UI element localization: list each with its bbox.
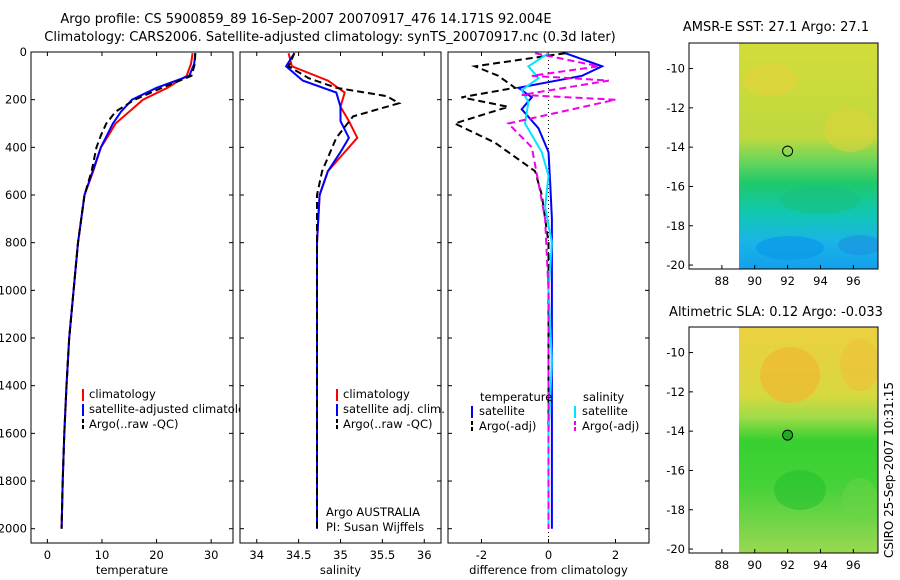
amsre-map-xtick-label: 94 (813, 274, 828, 288)
amsre-map-xtick-label: 90 (747, 274, 762, 288)
salinity-xtick-label: 36 (417, 548, 432, 562)
salinity-annotation: PI: Susan Wijffels (326, 520, 424, 534)
altimetric-map-ytick-label: -16 (666, 463, 685, 477)
temperature-ytick-label: 800 (5, 236, 27, 250)
difference-xtick-label: 2 (612, 548, 619, 562)
salinity-legend-label: Argo(..raw -QC) (343, 417, 433, 431)
altimetric-map-xtick-label: 94 (813, 558, 828, 572)
altimetric-map-ytick-label: -12 (666, 385, 685, 399)
amsre-argo-location-marker (782, 145, 794, 157)
amsre-map-ytick-label: -18 (666, 219, 685, 233)
difference-series-salinity-satellite (520, 52, 553, 529)
temperature-xtick-label: 30 (204, 548, 219, 562)
salinity-series-satellite-adj-clim (284, 52, 351, 529)
amsre-map-ytick-label: -20 (666, 258, 685, 272)
amsre-map-title: AMSR-E SST: 27.1 Argo: 27.1 (683, 20, 869, 35)
amsre-map-ytick-label: -12 (666, 101, 685, 115)
amsre-map-ytick-label: -16 (666, 179, 685, 193)
difference-legend-label: Argo(-adj) (582, 419, 639, 433)
temperature-ytick-label: 1000 (0, 283, 27, 297)
amsre-map-ytick-label: -14 (666, 140, 685, 154)
salinity-legend-label: climatology (343, 387, 410, 401)
salinity-xtick-label: 34.5 (286, 548, 312, 562)
temperature-legend-label: Argo(..raw -QC) (89, 417, 179, 431)
altimetric-argo-location-marker (782, 429, 794, 441)
salinity-legend-label: satellite adj. clim. (343, 402, 445, 416)
temperature-ytick-label: 1200 (0, 331, 27, 345)
temperature-ytick-label: 400 (5, 140, 27, 154)
temperature-ytick-label: 0 (20, 45, 27, 59)
difference-series-temperature-satellite (515, 52, 605, 529)
temperature-ytick-label: 200 (5, 93, 27, 107)
figure-title-line2: Climatology: CARS2006. Satellite-adjuste… (44, 30, 616, 45)
difference-xlabel: difference from climatology (469, 563, 628, 577)
temperature-legend-label: climatology (89, 387, 156, 401)
salinity-xtick-label: 34 (249, 548, 264, 562)
amsre-map-panel: AMSR-E SST: 27.1 Argo: 27.1 88 90 92 94 96 -1… (666, 20, 879, 288)
salinity-axes-frame (239, 51, 442, 544)
amsre-map-xtick-label: 96 (846, 274, 861, 288)
difference-legend-label: satellite (582, 404, 628, 418)
temperature-series-argo-raw-qc (60, 53, 197, 529)
amsre-map-frame (688, 42, 879, 270)
altimetric-map-title: Altimetric SLA: 0.12 Argo: -0.033 (669, 305, 883, 320)
altimetric-map-ytick-label: -20 (666, 542, 685, 556)
temperature-xtick-label: 20 (149, 548, 164, 562)
temperature-legend-label: satellite-adjusted climatology (89, 402, 259, 416)
salinity-xtick-label: 35.5 (370, 548, 396, 562)
difference-series-temperature-argo-adj (451, 52, 566, 529)
altimetric-map-frame (688, 326, 879, 554)
difference-series-salinity-argo-adj (506, 52, 616, 529)
altimetric-map-xtick-label: 90 (747, 558, 762, 572)
salinity-xlabel: salinity (320, 563, 361, 577)
difference-legend-label: Argo(-adj) (479, 419, 536, 433)
difference-legend-label: satellite (479, 404, 525, 418)
amsre-map-xtick-label: 92 (780, 274, 795, 288)
altimetric-map-ytick-label: -10 (666, 346, 685, 360)
temperature-axes-frame (30, 51, 234, 544)
temperature-ytick-label: 1400 (0, 379, 27, 393)
figure-title-line1: Argo profile: CS 5900859_89 16-Sep-2007 … (60, 12, 551, 27)
temperature-ytick-label: 1600 (0, 426, 27, 440)
salinity-xtick-label: 35 (333, 548, 348, 562)
amsre-map-ytick-label: -10 (666, 62, 685, 76)
temperature-ytick-label: 1800 (0, 474, 27, 488)
altimetric-sla-field (739, 327, 878, 553)
altimetric-map-xtick-label: 96 (846, 558, 861, 572)
salinity-series-argo-raw-qc (287, 52, 402, 529)
difference-xtick-label: -2 (476, 548, 487, 562)
difference-xtick-label: 0 (545, 548, 552, 562)
difference-legend-header-temperature: temperature (480, 390, 552, 404)
credit-stamp: CSIRO 25-Sep-2007 10:31:15 (882, 382, 896, 558)
amsre-map-xtick-label: 88 (715, 274, 730, 288)
amsre-sst-field (739, 43, 878, 269)
temperature-panel: 0 200 400 600 800 1000 1200 1400 1600 1800 2000 0 10… (0, 45, 259, 577)
salinity-panel: 34 34.5 35 35.5 36 salinity climatologysatelli… (239, 51, 445, 577)
temperature-xtick-label: 0 (44, 548, 51, 562)
temperature-xtick-label: 10 (95, 548, 110, 562)
altimetric-map-panel: Altimetric SLA: 0.12 Argo: -0.033 88 90 92… (666, 305, 883, 572)
altimetric-map-ytick-label: -14 (666, 424, 685, 438)
temperature-ytick-label: 2000 (0, 522, 27, 536)
altimetric-map-xtick-label: 92 (780, 558, 795, 572)
altimetric-map-xtick-label: 88 (715, 558, 730, 572)
temperature-ytick-label: 600 (5, 188, 27, 202)
salinity-annotation: Argo AUSTRALIA (326, 505, 420, 519)
altimetric-map-ytick-label: -18 (666, 503, 685, 517)
difference-legend-header-salinity: salinity (583, 390, 624, 404)
temperature-xlabel: temperature (96, 563, 168, 577)
